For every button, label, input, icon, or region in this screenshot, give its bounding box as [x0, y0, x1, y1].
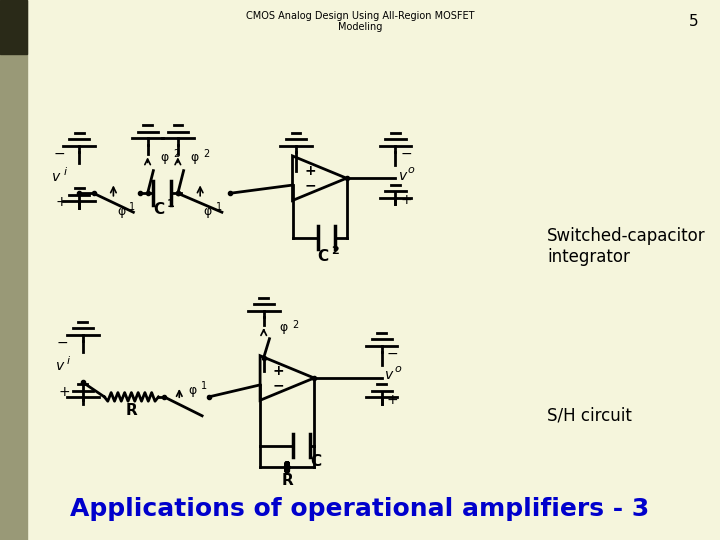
Text: −: −: [57, 336, 68, 350]
Text: 1: 1: [130, 202, 135, 213]
Text: φ: φ: [188, 384, 196, 397]
Text: 2: 2: [203, 150, 210, 159]
Text: φ: φ: [279, 321, 288, 334]
Text: 1: 1: [201, 381, 207, 391]
Bar: [0, 0, 27, 540]
Text: C: C: [318, 249, 328, 264]
Text: R: R: [125, 403, 138, 418]
Text: −: −: [272, 378, 284, 392]
Text: CMOS Analog Design Using All-Region MOSFET
Modeling: CMOS Analog Design Using All-Region MOSF…: [246, 11, 474, 32]
Text: φ: φ: [161, 151, 168, 164]
Text: −: −: [305, 178, 316, 192]
Text: C: C: [310, 454, 321, 469]
Text: 1: 1: [167, 199, 174, 209]
Text: +: +: [305, 164, 316, 178]
Text: +: +: [272, 364, 284, 378]
Text: φ: φ: [204, 205, 212, 218]
Text: S/H circuit: S/H circuit: [547, 407, 632, 425]
Bar: [0, 0, 27, 54]
Text: 2: 2: [292, 320, 299, 330]
Text: +: +: [59, 384, 71, 399]
Text: v: v: [399, 168, 407, 183]
Text: i: i: [63, 167, 66, 177]
Text: 2: 2: [331, 246, 339, 256]
Text: Applications of operational amplifiers - 3: Applications of operational amplifiers -…: [71, 497, 649, 521]
Text: 1: 1: [216, 202, 222, 213]
Text: i: i: [67, 356, 70, 366]
Text: C: C: [153, 202, 164, 217]
Text: R: R: [282, 473, 293, 488]
Text: 2: 2: [173, 150, 179, 159]
Text: o: o: [394, 364, 401, 374]
Text: +: +: [55, 195, 67, 210]
Text: −: −: [53, 147, 65, 161]
Text: v: v: [55, 359, 64, 373]
Text: Switched-capacitor
integrator: Switched-capacitor integrator: [547, 227, 706, 266]
Text: φ: φ: [117, 205, 125, 218]
Text: 5: 5: [689, 14, 698, 29]
Text: +: +: [387, 393, 398, 407]
Text: o: o: [408, 165, 415, 174]
Text: v: v: [52, 170, 60, 184]
Text: +: +: [400, 193, 412, 207]
Text: v: v: [384, 368, 393, 382]
Text: −: −: [400, 147, 412, 161]
Text: φ: φ: [191, 151, 199, 164]
Text: −: −: [387, 347, 398, 361]
